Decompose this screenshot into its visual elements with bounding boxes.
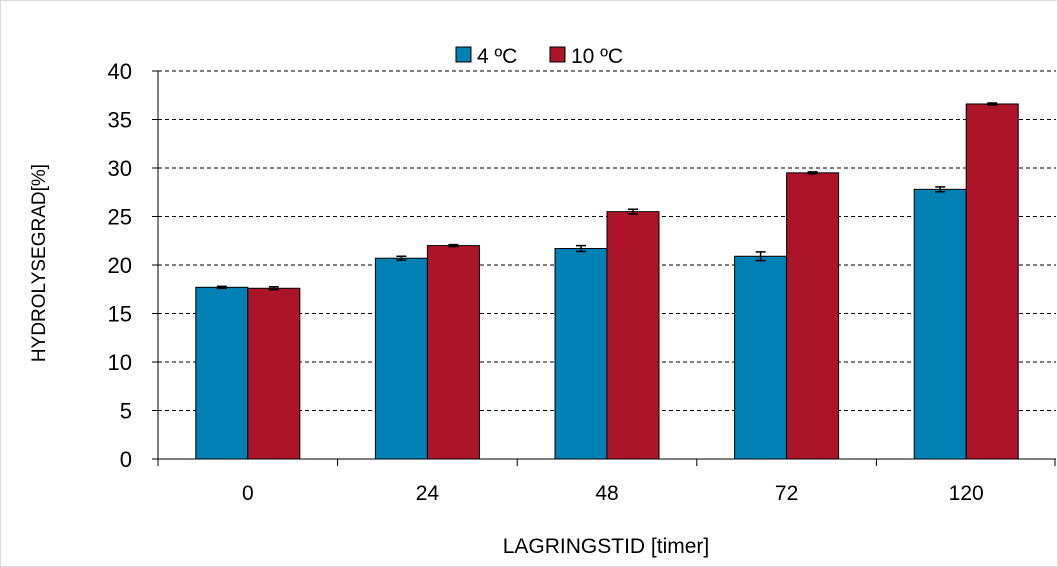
error-bar <box>576 244 586 253</box>
error-bar <box>755 251 766 262</box>
y-tick-label: 0 <box>120 447 132 472</box>
error-bar <box>448 243 459 248</box>
legend-label: 10 ºC <box>571 45 623 68</box>
bar-series-2-0 <box>247 287 301 460</box>
bar-series-2-120 <box>965 103 1019 460</box>
bar-series-1-72 <box>734 255 788 460</box>
y-tick-label: 20 <box>108 253 132 278</box>
bar-series-2-48 <box>606 211 660 460</box>
error-bar <box>216 285 227 290</box>
y-axis-label: HYDROLYSEGRAD[%] <box>29 164 50 362</box>
error-bars <box>216 102 998 291</box>
bar-series-2-24 <box>426 245 480 460</box>
error-bar <box>628 208 638 215</box>
bar-series-1-120 <box>913 188 967 460</box>
axes <box>152 70 1056 466</box>
x-tick-labels: 0 24 48 72 120 <box>242 482 984 505</box>
error-bar <box>268 286 279 291</box>
bars <box>195 103 1019 460</box>
legend-item: 4 ºC <box>455 45 517 68</box>
legend: 4 ºC 10 ºC <box>455 45 623 68</box>
legend-swatch <box>549 46 566 63</box>
y-tick-label: 15 <box>108 302 132 327</box>
y-tick-label: 40 <box>108 59 132 84</box>
error-bar <box>987 102 998 106</box>
bar-series-2-72 <box>786 172 840 460</box>
bar-series-1-48 <box>554 248 608 460</box>
y-tick-label: 35 <box>108 108 132 133</box>
bar-series-1-0 <box>195 286 249 460</box>
x-tick-label: 48 <box>595 482 618 505</box>
legend-label: 4 ºC <box>477 45 517 68</box>
x-tick-label: 0 <box>242 482 254 505</box>
legend-swatch <box>455 46 472 63</box>
error-bar <box>807 171 818 175</box>
error-bar <box>396 255 407 261</box>
legend-item: 10 ºC <box>549 45 623 68</box>
x-tick-label: 72 <box>775 482 798 505</box>
y-tick-label: 25 <box>108 205 132 230</box>
x-axis-label: LAGRINGSTID [timer] <box>503 535 710 558</box>
y-tick-label: 30 <box>108 156 132 181</box>
error-bar <box>935 186 946 193</box>
bar-series-1-24 <box>374 257 428 460</box>
y-tick-labels: 0 5 10 15 20 25 30 35 40 <box>108 59 132 472</box>
x-tick-label: 120 <box>949 482 984 505</box>
x-tick-label: 24 <box>416 482 440 505</box>
y-tick-label: 5 <box>120 399 132 424</box>
y-tick-label: 10 <box>108 350 132 375</box>
